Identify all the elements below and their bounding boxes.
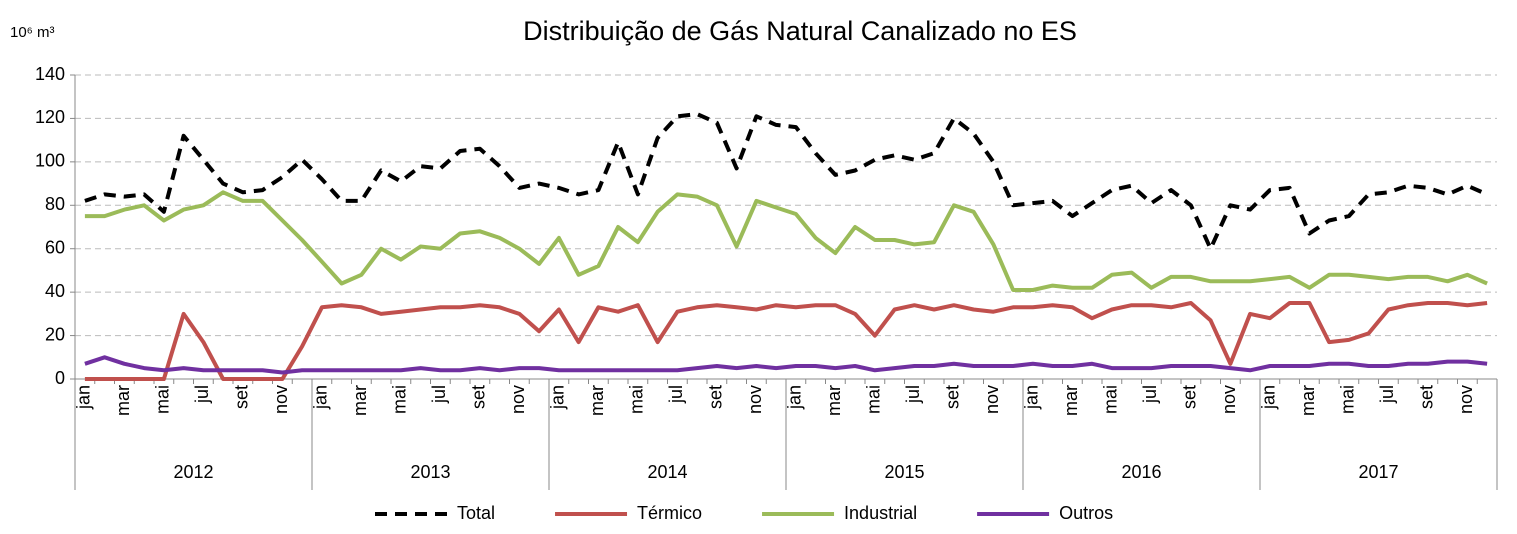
- x-tick-label: mai: [1338, 385, 1358, 414]
- x-tick-label: set: [943, 385, 963, 409]
- legend-label: Outros: [1059, 503, 1113, 523]
- x-tick-label: mai: [153, 385, 173, 414]
- x-tick-label: nov: [1456, 385, 1476, 414]
- x-tick-label: set: [469, 385, 489, 409]
- legend-label: Térmico: [637, 503, 702, 523]
- x-tick-label: mar: [113, 385, 133, 416]
- series-line: [84, 355, 1488, 375]
- x-tick-label: nov: [982, 385, 1002, 414]
- x-tick-label: jul: [1140, 385, 1160, 404]
- x-tick-label: jul: [903, 385, 923, 404]
- x-tick-label: mar: [587, 385, 607, 416]
- x-tick-label: nov: [1219, 385, 1239, 414]
- x-tick-label: jul: [192, 385, 212, 404]
- x-tick-label: nov: [508, 385, 528, 414]
- x-tick-label: mar: [1061, 385, 1081, 416]
- x-tick-label: jan: [1022, 385, 1042, 410]
- group-label: 2014: [647, 462, 687, 482]
- x-tick-label: set: [1180, 385, 1200, 409]
- x-tick-label: jan: [548, 385, 568, 410]
- y-tick-label: 20: [45, 324, 65, 344]
- x-tick-label: mai: [627, 385, 647, 414]
- series-line: [84, 190, 1488, 292]
- group-label: 2015: [884, 462, 924, 482]
- x-tick-label: jan: [785, 385, 805, 410]
- y-tick-label: 40: [45, 281, 65, 301]
- series-line: [84, 301, 1488, 381]
- y-tick-label: 120: [35, 107, 65, 127]
- legend-label: Total: [457, 503, 495, 523]
- y-tick-label: 80: [45, 194, 65, 214]
- x-tick-label: nov: [745, 385, 765, 414]
- x-tick-label: mar: [824, 385, 844, 416]
- x-tick-label: jul: [666, 385, 686, 404]
- x-tick-label: set: [232, 385, 252, 409]
- y-tick-label: 0: [55, 368, 65, 388]
- x-tick-label: mai: [864, 385, 884, 414]
- legend-label: Industrial: [844, 503, 917, 523]
- x-tick-label: jan: [311, 385, 331, 410]
- y-tick-label: 140: [35, 64, 65, 84]
- y-axis-label: 10⁶ m³: [10, 24, 55, 41]
- x-tick-label: mar: [1298, 385, 1318, 416]
- group-label: 2013: [410, 462, 450, 482]
- x-tick-label: set: [706, 385, 726, 409]
- x-tick-label: mai: [390, 385, 410, 414]
- y-tick-label: 60: [45, 237, 65, 257]
- x-tick-label: mai: [1101, 385, 1121, 414]
- group-label: 2016: [1121, 462, 1161, 482]
- x-tick-label: jan: [74, 385, 94, 410]
- x-tick-label: set: [1417, 385, 1437, 409]
- x-tick-label: jul: [429, 385, 449, 404]
- x-tick-label: mar: [350, 385, 370, 416]
- x-tick-label: nov: [271, 385, 291, 414]
- chart-title: Distribuição de Gás Natural Canalizado n…: [523, 16, 1077, 46]
- series-line: [84, 112, 1488, 251]
- x-tick-label: jan: [1259, 385, 1279, 410]
- x-tick-label: jul: [1377, 385, 1397, 404]
- group-label: 2017: [1358, 462, 1398, 482]
- group-label: 2012: [173, 462, 213, 482]
- y-tick-label: 100: [35, 151, 65, 171]
